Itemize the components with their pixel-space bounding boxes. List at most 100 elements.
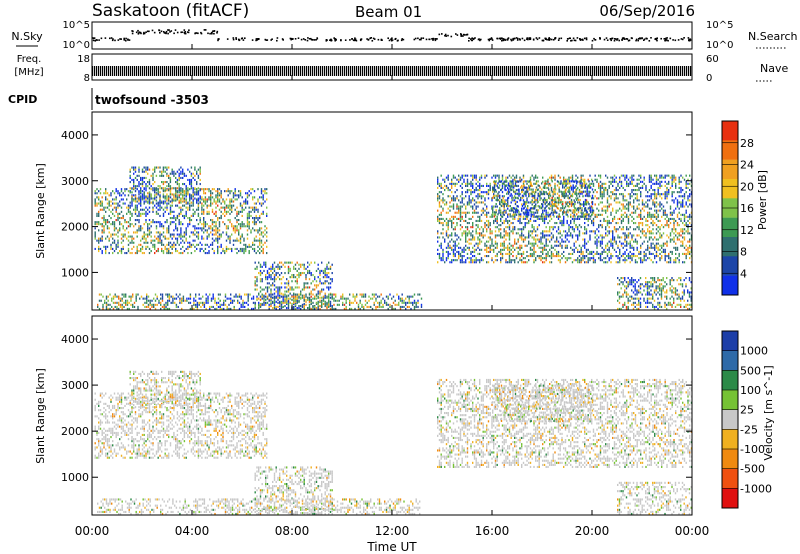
- heat-cell: [268, 293, 270, 296]
- heat-cell: [257, 239, 259, 242]
- heat-cell: [165, 303, 167, 306]
- heat-cell: [154, 245, 156, 248]
- freq-sample: [652, 66, 654, 76]
- heat-cell: [208, 196, 210, 199]
- heat-cell: [190, 166, 193, 169]
- heat-cell: [119, 250, 121, 253]
- freq-sample: [644, 66, 646, 76]
- nsky-point: [316, 37, 318, 39]
- heat-cell: [222, 212, 224, 215]
- nsky-point: [112, 38, 114, 40]
- heat-cell: [147, 295, 150, 298]
- nsky-point: [151, 29, 154, 32]
- heat-cell: [150, 221, 152, 224]
- heat-cell: [289, 288, 291, 291]
- heat-cell: [196, 181, 198, 184]
- heat-cell: [168, 176, 170, 179]
- heat-cell: [584, 209, 586, 212]
- heat-cell: [140, 198, 142, 201]
- heat-cell: [584, 240, 586, 243]
- heat-cell: [377, 305, 379, 308]
- heat-cell: [155, 237, 158, 240]
- heat-cell: [204, 225, 207, 228]
- heat-cell: [197, 199, 200, 202]
- freq-sample: [444, 66, 446, 76]
- heat-cell: [324, 282, 326, 285]
- heat-cell: [336, 303, 339, 306]
- heat-cell: [547, 222, 549, 225]
- heat-cell: [482, 191, 484, 194]
- heat-cell: [98, 196, 100, 199]
- heat-cell: [135, 297, 137, 300]
- heat-cell: [134, 190, 137, 193]
- heat-cell: [461, 174, 463, 177]
- heat-cell: [98, 229, 100, 232]
- heat-cell: [545, 240, 547, 243]
- heat-cell: [159, 233, 161, 236]
- heat-cell: [196, 231, 198, 234]
- heat-cell: [157, 237, 159, 240]
- heat-cell: [545, 248, 547, 251]
- heat-cell: [438, 252, 441, 255]
- heat-cell: [192, 225, 194, 228]
- heat-cell: [392, 301, 395, 304]
- heat-cell: [257, 219, 259, 222]
- heat-cell: [463, 246, 465, 249]
- heat-cell: [161, 225, 163, 228]
- heat-cell: [514, 242, 516, 245]
- heat-cell: [133, 185, 135, 188]
- heat-cell: [214, 299, 216, 302]
- heat-cell: [298, 293, 300, 296]
- nsky-point: [548, 37, 550, 39]
- heat-cell: [152, 183, 154, 186]
- heat-cell: [141, 185, 144, 188]
- heat-cell: [494, 174, 497, 177]
- heat-cell: [189, 221, 191, 224]
- heat-cell: [582, 174, 584, 177]
- heat-cell: [580, 180, 582, 183]
- heat-cell: [305, 274, 307, 277]
- heat-cell: [203, 231, 205, 234]
- heat-cell: [279, 303, 281, 306]
- nsky-point: [255, 39, 257, 42]
- heat-cell: [328, 299, 330, 302]
- heat-cell: [115, 196, 117, 199]
- heat-cell: [206, 229, 208, 232]
- heat-cell: [189, 181, 191, 184]
- heat-cell: [519, 217, 521, 220]
- heat-cell: [161, 206, 163, 209]
- heat-cell: [522, 238, 525, 241]
- heat-cell: [480, 259, 483, 262]
- heat-cell: [263, 261, 265, 264]
- heat-cell: [141, 227, 144, 230]
- heat-cell: [412, 295, 414, 298]
- heat-cell: [232, 243, 235, 246]
- heat-cell: [102, 307, 104, 310]
- heat-cell: [577, 236, 579, 239]
- heat-cell: [556, 201, 558, 204]
- freq-sample: [548, 66, 550, 76]
- heat-cell: [571, 217, 574, 220]
- heat-cell: [272, 265, 274, 268]
- nsky-point: [238, 39, 240, 42]
- heat-cell: [122, 225, 124, 228]
- beam-title: Beam 01: [355, 3, 422, 21]
- heat-cell: [420, 303, 423, 306]
- heat-cell: [238, 293, 241, 296]
- heat-cell: [442, 199, 444, 202]
- heat-cell: [456, 205, 458, 208]
- heat-cell: [168, 227, 170, 230]
- heat-cell: [531, 232, 533, 235]
- heat-cell: [486, 224, 488, 227]
- heat-cell: [543, 261, 546, 264]
- freq-sample: [162, 66, 164, 76]
- heat-cell: [420, 305, 423, 308]
- heat-cell: [168, 293, 171, 296]
- freq-sample: [322, 66, 324, 76]
- heat-cell: [328, 288, 330, 291]
- heat-cell: [305, 286, 307, 289]
- heat-cell: [126, 227, 128, 230]
- heat-cell: [277, 301, 279, 304]
- heat-cell: [183, 199, 186, 202]
- heat-cell: [312, 293, 314, 296]
